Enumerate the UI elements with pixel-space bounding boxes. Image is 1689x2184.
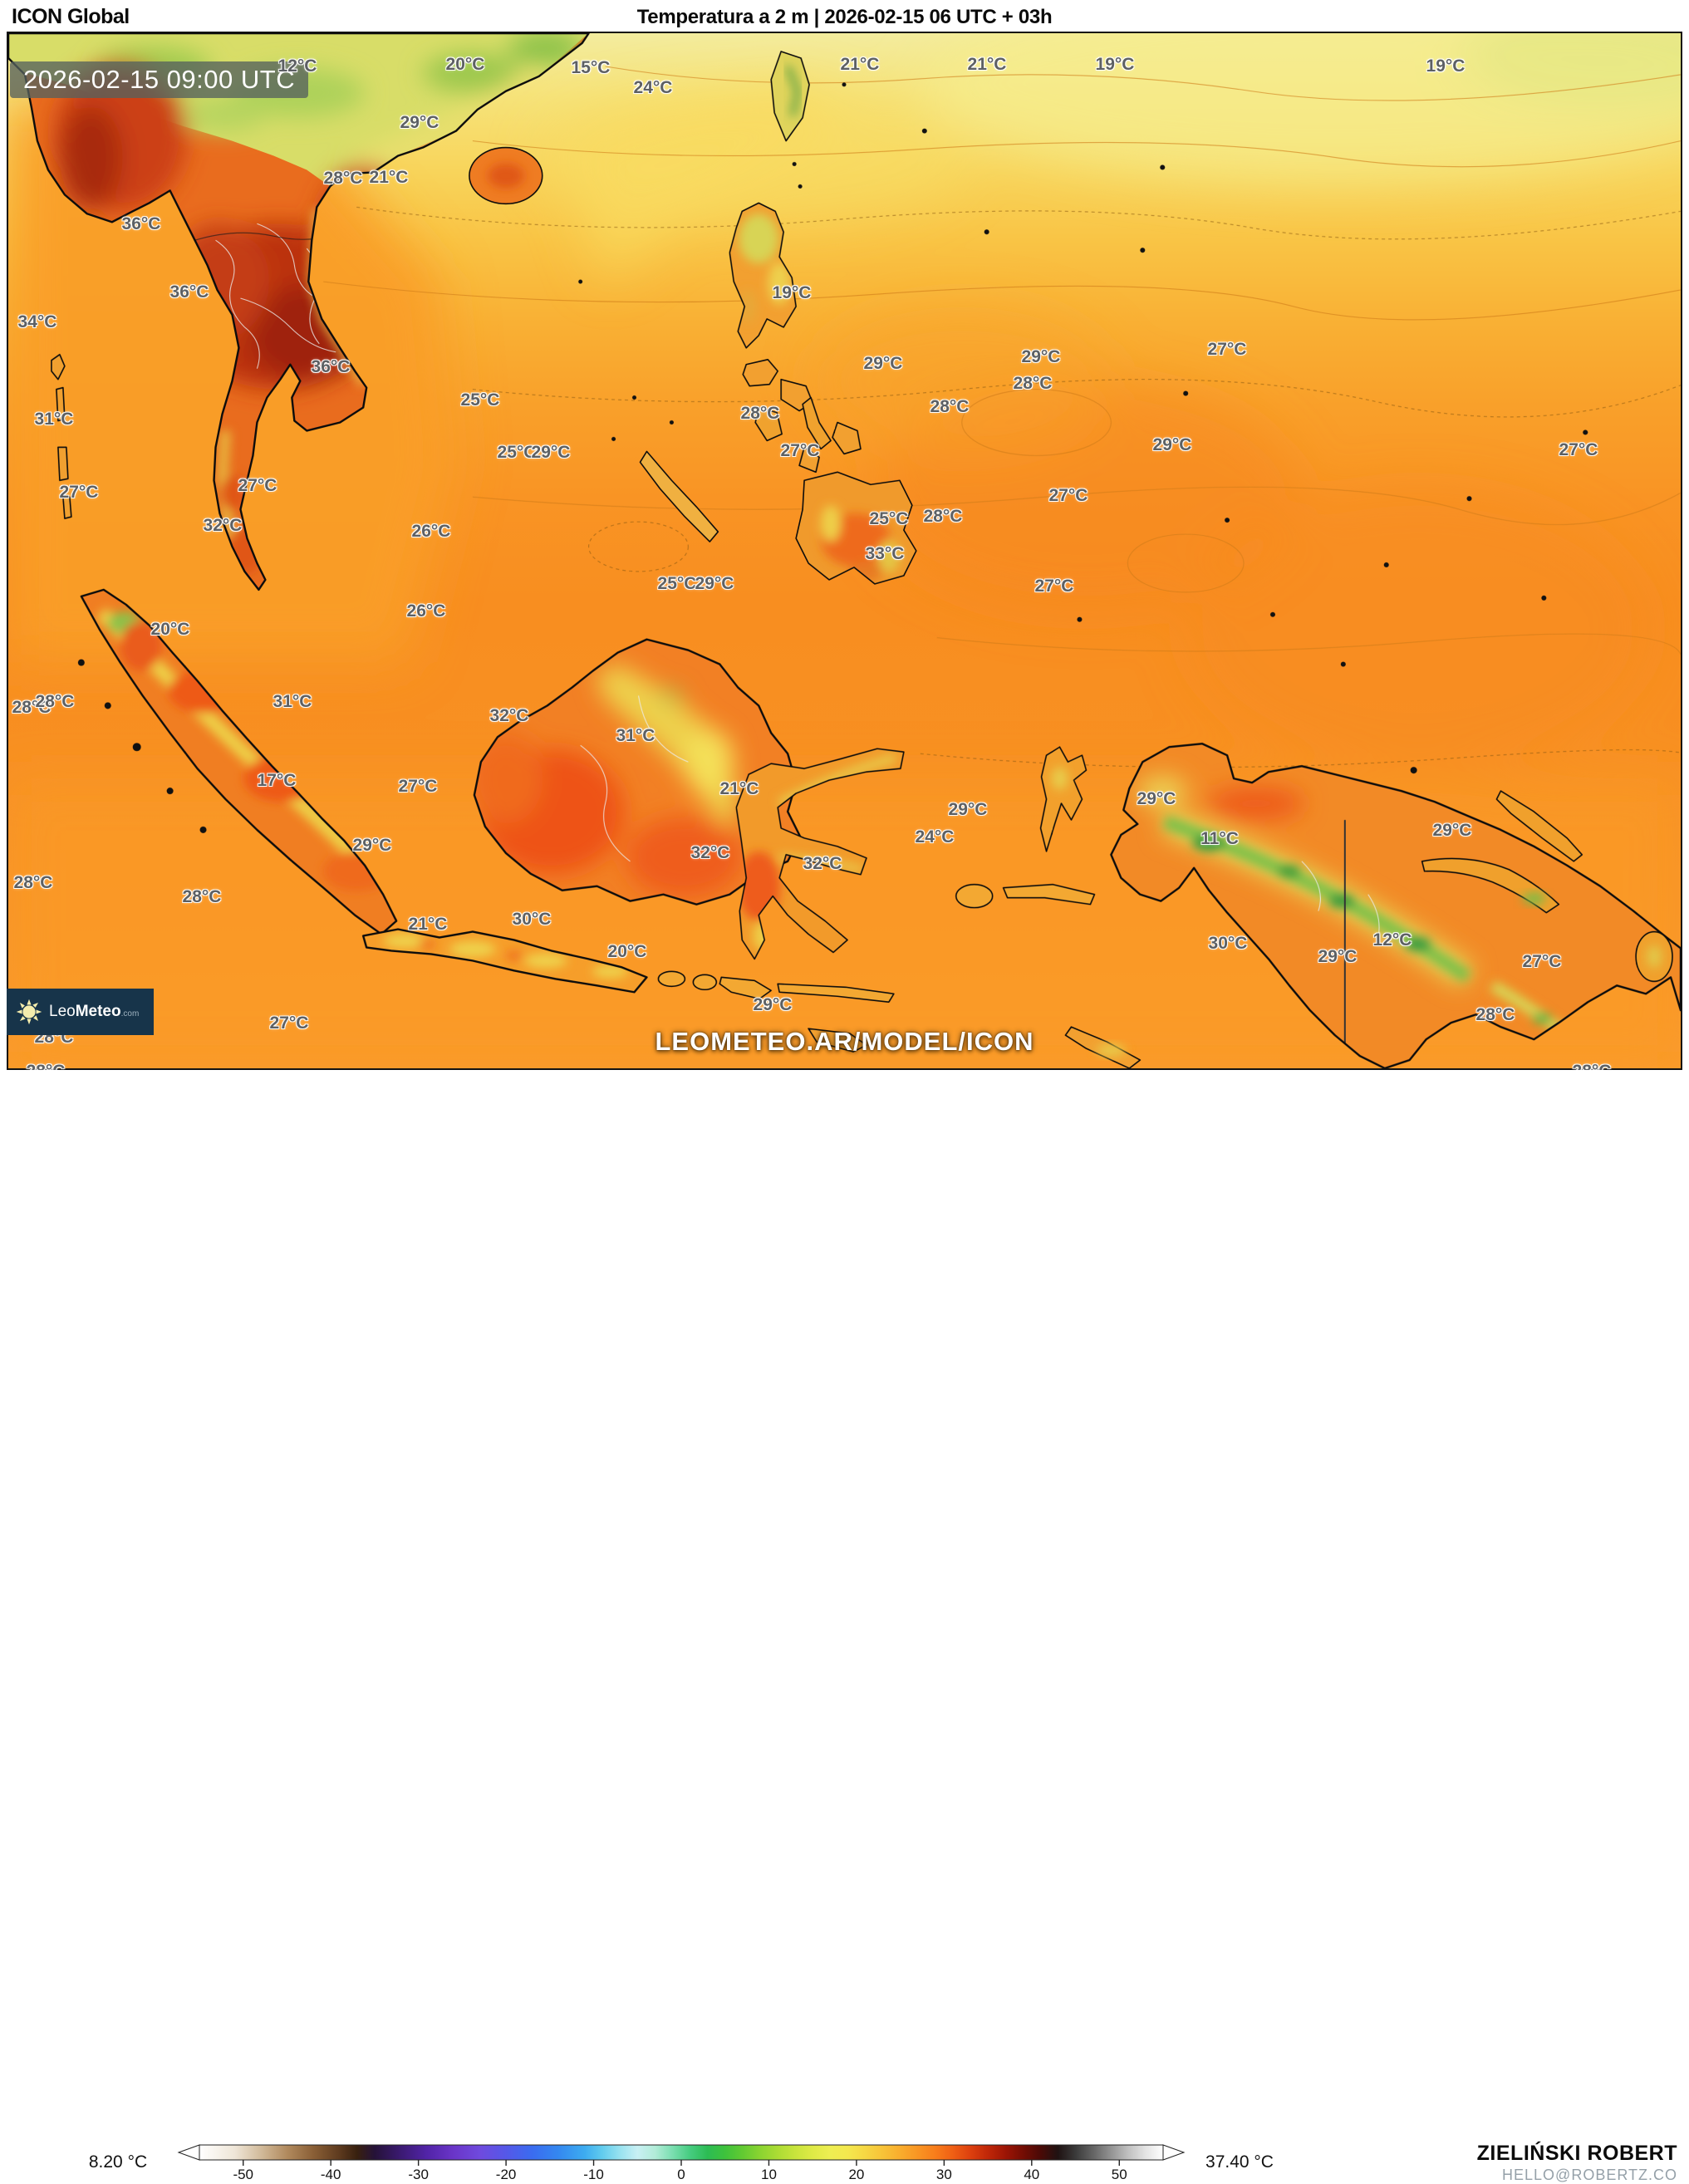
credit-block: ZIELIŃSKI ROBERT HELLO@ROBERTZ.CO: [1477, 2142, 1677, 2184]
scale-gradient-bar: [199, 2144, 1164, 2161]
svg-text:-30: -30: [408, 2167, 429, 2182]
island-new-guinea: [1110, 743, 1681, 1068]
islands-andaman: [51, 353, 72, 519]
island-hainan: [469, 146, 543, 205]
island-mindanao: [795, 471, 917, 585]
leometeo-logo: LeoMeteo.com: [7, 989, 154, 1035]
page-title: Temperatura a 2 m | 2026-02-15 06 UTC + …: [636, 6, 1053, 28]
islands-lesser-sunda: [657, 970, 1142, 1068]
islands-moluccas: [955, 746, 1096, 909]
watermark: LEOMETEO.AR/MODEL/ICON: [655, 1027, 1034, 1056]
model-name: ICON Global: [12, 5, 130, 28]
svg-text:0: 0: [677, 2167, 685, 2182]
logo-text: LeoMeteo.com: [49, 1003, 140, 1020]
scale-arrow-left: [177, 2144, 200, 2161]
svg-text:20: 20: [848, 2167, 864, 2182]
island-java: [361, 928, 648, 994]
island-borneo: [473, 638, 802, 906]
author-name: ZIELIŃSKI ROBERT: [1476, 2142, 1677, 2165]
island-luzon: [729, 202, 797, 349]
timestamp-badge: 2026-02-15 09:00 UTC: [10, 61, 309, 98]
svg-text:-40: -40: [321, 2167, 341, 2182]
svg-text:-20: -20: [496, 2167, 517, 2182]
scale-min-value: 8.20 °C: [88, 2152, 148, 2172]
island-palawan: [639, 450, 719, 542]
svg-text:30: 30: [936, 2167, 952, 2182]
weather-map: [7, 32, 1682, 1070]
svg-text:10: 10: [761, 2167, 777, 2182]
scale-ticks: -50 -40 -30 -20 -10 0 10 20 30 40 50: [233, 2160, 1127, 2182]
svg-text:40: 40: [1024, 2167, 1039, 2182]
island-taiwan: [770, 51, 810, 142]
svg-text:-10: -10: [583, 2167, 604, 2182]
header-bar: ICON Global Temperatura a 2 m | 2026-02-…: [0, 0, 1689, 32]
svg-text:-50: -50: [233, 2167, 253, 2182]
author-email: HELLO@ROBERTZ.CO: [1502, 2167, 1677, 2183]
svg-text:50: 50: [1112, 2167, 1127, 2182]
scale-max-value: 37.40 °C: [1205, 2152, 1274, 2172]
ocean-isolines: [323, 66, 1681, 771]
sun-icon: [16, 999, 42, 1025]
islands-bismarck: [1421, 790, 1673, 983]
islands-small-dots: [77, 82, 1588, 833]
footer-bar: 8.20 °C -50 -40 -30 -20 -10 0 10 20 30 40 50 37.40…: [0, 1070, 1689, 2183]
map-canvas: [8, 33, 1681, 1068]
color-scale: -50 -40 -30 -20 -10 0 10 20 30 40 50: [177, 2144, 1186, 2182]
islands-visayas: [742, 358, 862, 474]
scale-arrow-right: [1162, 2144, 1186, 2161]
